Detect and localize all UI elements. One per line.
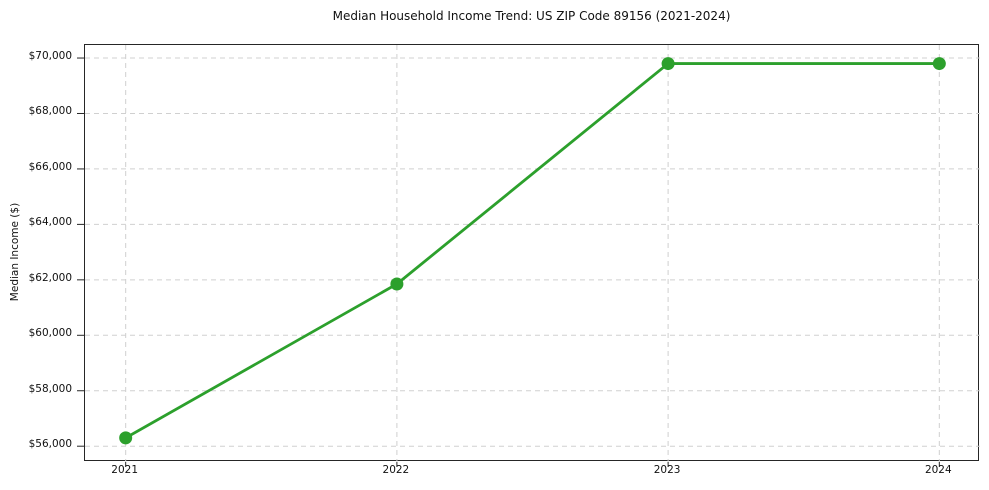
- y-tick-label: $68,000: [28, 105, 72, 118]
- data-point-marker: [390, 277, 404, 291]
- y-tick-label: $62,000: [28, 271, 72, 284]
- x-tick-label: 2024: [924, 464, 952, 476]
- x-tick-label: 2022: [382, 464, 410, 476]
- y-tick-label: $70,000: [28, 50, 72, 63]
- x-tick-label: 2021: [111, 464, 139, 476]
- y-tick-label: $60,000: [28, 327, 72, 340]
- plot-area: [77, 44, 980, 467]
- y-tick-label: $66,000: [28, 160, 72, 173]
- y-tick-label: $58,000: [28, 382, 72, 395]
- y-tick-label: $64,000: [28, 216, 72, 229]
- x-tick-label: 2023: [653, 464, 681, 476]
- y-tick-label: $56,000: [28, 438, 72, 451]
- trend-line: [124, 62, 941, 440]
- data-point-marker: [661, 57, 675, 71]
- data-point-marker: [119, 431, 133, 445]
- plot-canvas: [77, 45, 980, 467]
- chart-title: Median Household Income Trend: US ZIP Co…: [332, 9, 731, 23]
- data-point-marker: [932, 57, 946, 71]
